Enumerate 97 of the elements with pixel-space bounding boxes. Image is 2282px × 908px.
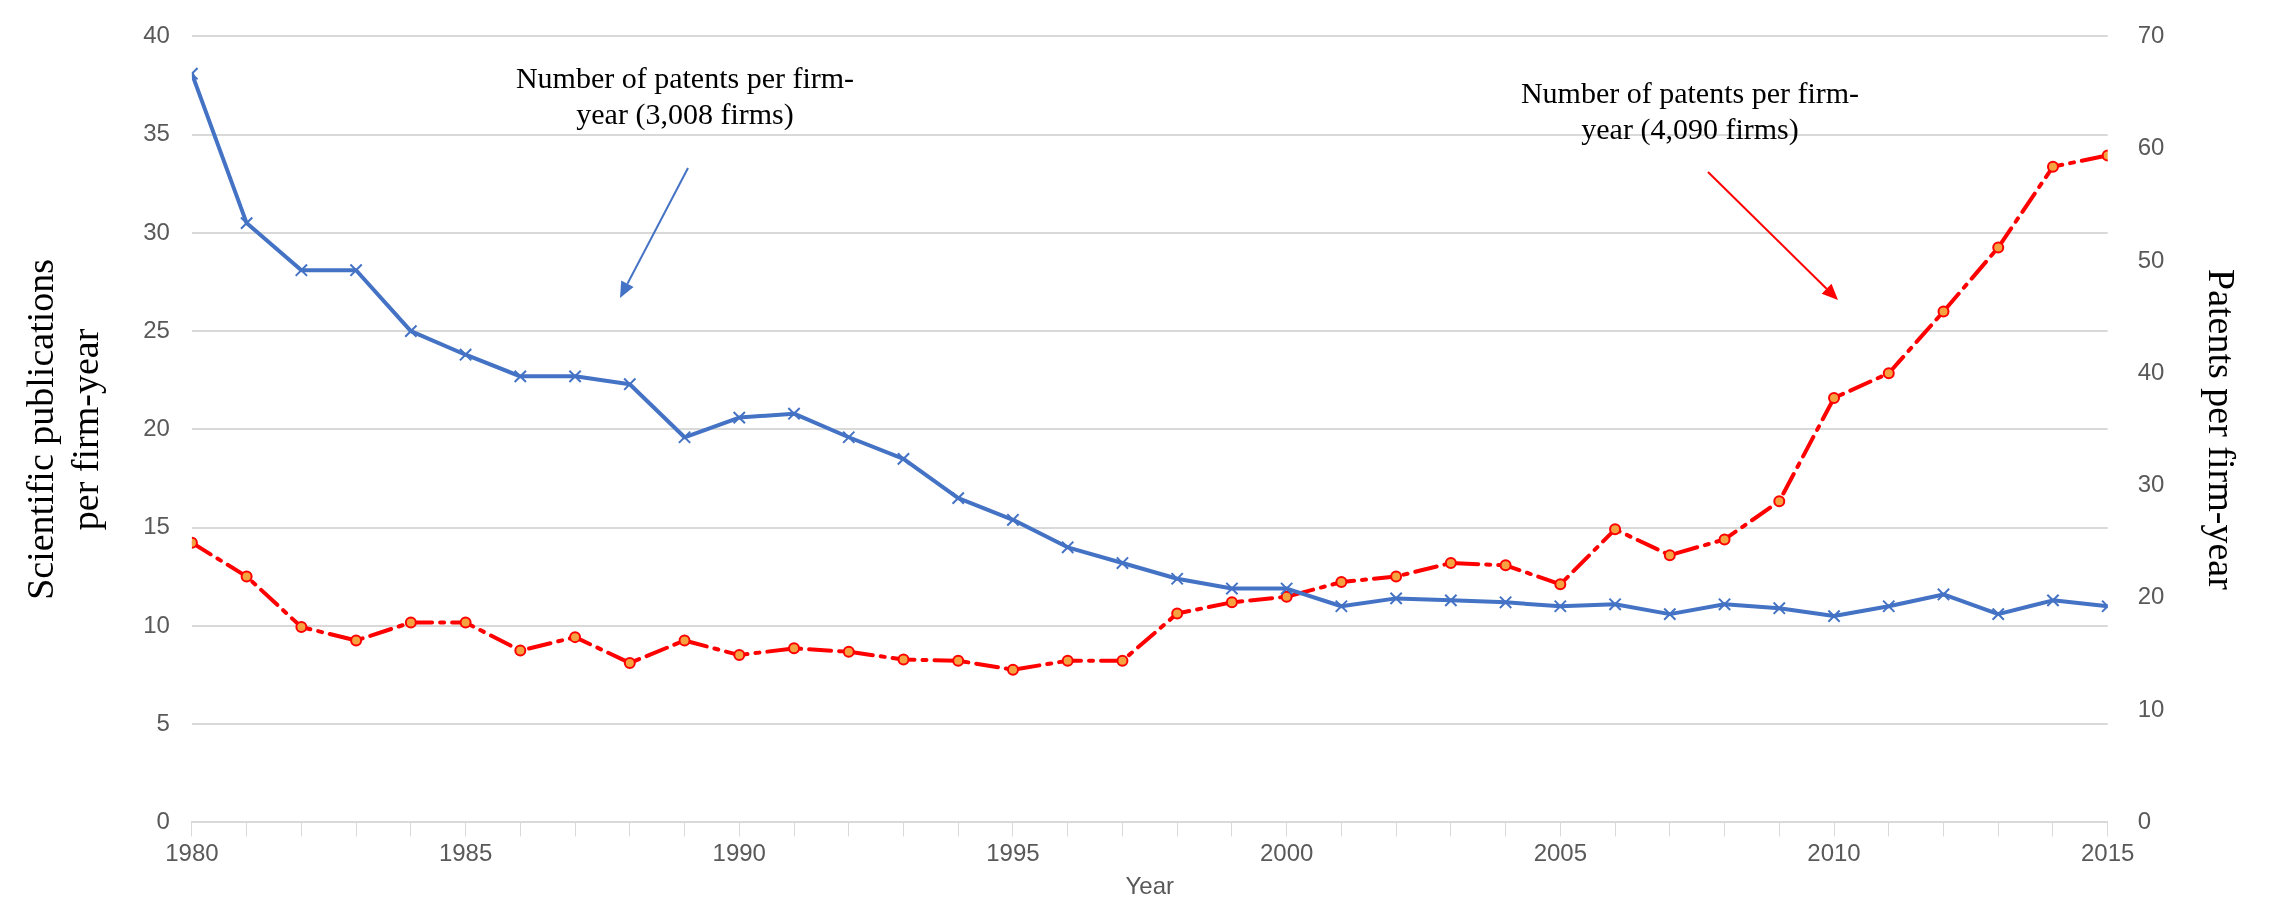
x-tick-label: 1980 bbox=[165, 839, 219, 867]
annotation: Number of patents per firm-year (3,008 firms) bbox=[514, 60, 856, 132]
point bbox=[2046, 160, 2059, 173]
y-tick-label: 5 bbox=[156, 708, 170, 736]
point bbox=[1061, 654, 1074, 667]
point bbox=[951, 491, 965, 505]
y-tick-label: 10 bbox=[143, 610, 170, 638]
point bbox=[1061, 540, 1075, 554]
point bbox=[513, 369, 527, 383]
point bbox=[1390, 570, 1403, 583]
x-tick-label: 2000 bbox=[1259, 839, 1314, 867]
point bbox=[732, 410, 746, 425]
point bbox=[733, 649, 746, 662]
point bbox=[1499, 559, 1512, 572]
point bbox=[239, 216, 254, 230]
point bbox=[295, 621, 308, 634]
y2-tick-label: 50 bbox=[2137, 245, 2165, 273]
y-tick-label: 40 bbox=[143, 21, 170, 49]
x-tick-label: 1985 bbox=[438, 839, 493, 867]
point bbox=[1717, 597, 1732, 611]
point bbox=[1279, 581, 1294, 596]
x-tick-label: 2005 bbox=[1533, 839, 1588, 867]
y2-tick-label: 0 bbox=[2137, 807, 2152, 835]
point bbox=[1663, 549, 1676, 562]
point bbox=[1171, 607, 1184, 620]
point bbox=[1937, 305, 1950, 318]
point bbox=[897, 653, 910, 666]
point bbox=[2046, 593, 2060, 608]
point bbox=[1444, 557, 1457, 570]
point bbox=[1608, 597, 1622, 611]
point bbox=[1006, 513, 1020, 527]
point bbox=[1991, 607, 2005, 621]
x-axis-title: Year bbox=[1125, 872, 1175, 900]
point bbox=[1609, 523, 1622, 536]
point bbox=[1828, 391, 1841, 404]
point bbox=[842, 430, 856, 444]
point bbox=[404, 616, 417, 629]
point bbox=[569, 631, 582, 644]
point bbox=[1553, 599, 1567, 613]
point bbox=[1444, 593, 1458, 608]
y2-tick-label: 30 bbox=[2137, 470, 2165, 498]
point bbox=[1827, 609, 1841, 623]
point bbox=[1006, 663, 1019, 676]
point bbox=[1225, 581, 1239, 596]
point bbox=[1389, 591, 1403, 606]
x-tick-label: 1990 bbox=[712, 839, 766, 867]
point bbox=[1882, 367, 1895, 380]
y2-tick-label: 60 bbox=[2137, 133, 2165, 161]
point bbox=[842, 645, 855, 658]
point bbox=[1225, 596, 1238, 609]
point bbox=[568, 369, 582, 383]
point bbox=[1663, 607, 1677, 621]
point bbox=[952, 654, 965, 667]
point bbox=[896, 452, 911, 466]
point bbox=[404, 324, 418, 338]
point bbox=[623, 377, 637, 391]
y2-tick-label: 70 bbox=[2137, 21, 2165, 49]
y2-tick-label: 20 bbox=[2137, 582, 2165, 610]
y2-axis-title: Patents per firm-year bbox=[2201, 269, 2244, 591]
point bbox=[1936, 587, 1951, 602]
point bbox=[1170, 572, 1184, 586]
x-tick-label: 2015 bbox=[2081, 839, 2135, 867]
y-axis-title: Scientific publications per firm-year bbox=[18, 258, 107, 600]
y-tick-label: 20 bbox=[143, 414, 170, 442]
point bbox=[459, 616, 472, 629]
point bbox=[514, 644, 527, 657]
point bbox=[1115, 556, 1130, 570]
point bbox=[1718, 533, 1731, 546]
point bbox=[349, 263, 363, 277]
point bbox=[787, 407, 801, 421]
point bbox=[458, 348, 473, 362]
point bbox=[240, 570, 253, 583]
x-tick-label: 2010 bbox=[1807, 839, 1861, 867]
point bbox=[350, 634, 363, 647]
point bbox=[1772, 601, 1786, 615]
point bbox=[1992, 241, 2005, 254]
y-tick-label: 0 bbox=[156, 807, 170, 835]
point bbox=[1334, 599, 1349, 613]
point bbox=[294, 263, 309, 277]
y2-tick-label: 40 bbox=[2137, 357, 2165, 385]
point bbox=[1335, 576, 1348, 589]
point bbox=[623, 656, 636, 669]
point bbox=[678, 634, 691, 647]
x-tick-label: 1995 bbox=[986, 839, 1040, 867]
point bbox=[1554, 578, 1567, 591]
annotation: Number of patents per firm-year (4,090 firms) bbox=[1519, 75, 1861, 147]
y-tick-label: 30 bbox=[143, 217, 170, 245]
y-tick-label: 25 bbox=[143, 315, 170, 343]
y-tick-label: 35 bbox=[143, 119, 170, 147]
point bbox=[1882, 599, 1896, 613]
point bbox=[1116, 654, 1129, 667]
y-tick-label: 15 bbox=[143, 512, 170, 540]
point bbox=[788, 642, 801, 655]
point bbox=[677, 430, 692, 444]
point bbox=[1498, 595, 1513, 609]
point bbox=[1773, 495, 1786, 508]
y2-tick-label: 10 bbox=[2137, 694, 2165, 722]
